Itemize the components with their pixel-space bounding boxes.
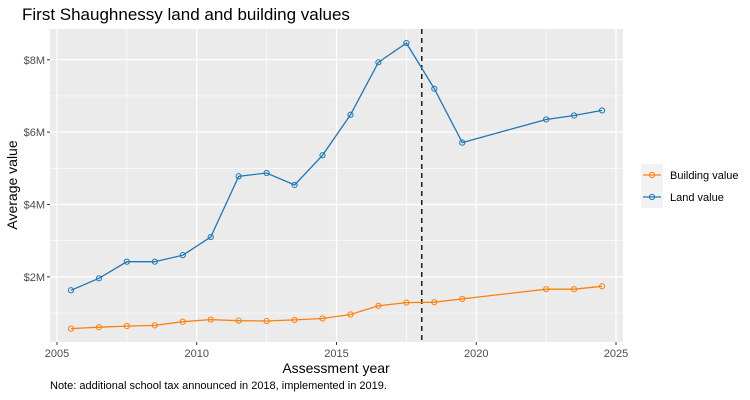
legend-key-point	[648, 193, 656, 201]
y-tick-label: $4M	[24, 199, 45, 211]
data-point	[375, 59, 382, 66]
series-layer	[67, 40, 606, 332]
data-point	[403, 299, 410, 306]
data-point	[151, 322, 158, 329]
legend: Building value Land value	[641, 164, 739, 208]
data-point	[95, 324, 103, 331]
data-point	[570, 286, 578, 293]
chart-title: First Shaughnessy land and building valu…	[22, 5, 350, 24]
legend-label: Land value	[670, 192, 724, 204]
data-point	[263, 169, 270, 177]
y-axis-title: Average value	[4, 140, 20, 229]
data-point	[319, 152, 326, 159]
data-point	[179, 318, 186, 325]
data-point	[375, 302, 382, 309]
y-tick-label: $8M	[24, 55, 45, 67]
x-tick-label: 2015	[324, 348, 348, 360]
data-point	[598, 107, 606, 114]
data-point	[123, 258, 130, 265]
x-tick-label: 2010	[185, 348, 209, 360]
data-point	[543, 116, 550, 123]
x-axis: 2005 2010 2015 2020 2025	[45, 342, 628, 360]
series-line-0	[70, 285, 603, 330]
data-point	[95, 275, 103, 282]
x-tick-label: 2005	[45, 348, 69, 360]
data-point	[347, 111, 354, 118]
legend-key-point	[648, 171, 656, 179]
data-point	[207, 316, 214, 323]
y-axis: $2M $4M $6M $8M	[24, 55, 50, 284]
data-point	[207, 233, 214, 241]
data-point	[179, 252, 186, 259]
series-line-1	[70, 42, 603, 291]
data-point	[403, 40, 410, 47]
data-point	[291, 181, 298, 189]
data-point	[67, 325, 75, 332]
data-point	[431, 85, 438, 92]
x-tick-label: 2020	[464, 348, 488, 360]
data-point	[291, 316, 298, 324]
data-point	[235, 173, 242, 180]
legend-label: Building value	[670, 170, 739, 182]
data-point	[235, 317, 242, 324]
major-grid	[50, 29, 623, 342]
data-point	[319, 315, 326, 322]
data-point	[347, 311, 354, 318]
data-point	[570, 112, 578, 119]
chart-caption: Note: additional school tax announced in…	[50, 380, 387, 392]
y-tick-label: $2M	[24, 272, 45, 284]
x-axis-title: Assessment year	[282, 360, 390, 376]
data-point	[151, 258, 158, 265]
data-point	[459, 295, 466, 303]
data-point	[263, 317, 270, 325]
data-point	[543, 286, 550, 293]
data-point	[67, 287, 75, 294]
data-point	[123, 322, 130, 330]
data-point	[431, 299, 438, 306]
y-tick-label: $6M	[24, 127, 45, 139]
data-point	[459, 139, 466, 146]
x-tick-label: 2025	[604, 348, 628, 360]
data-point	[598, 283, 606, 290]
